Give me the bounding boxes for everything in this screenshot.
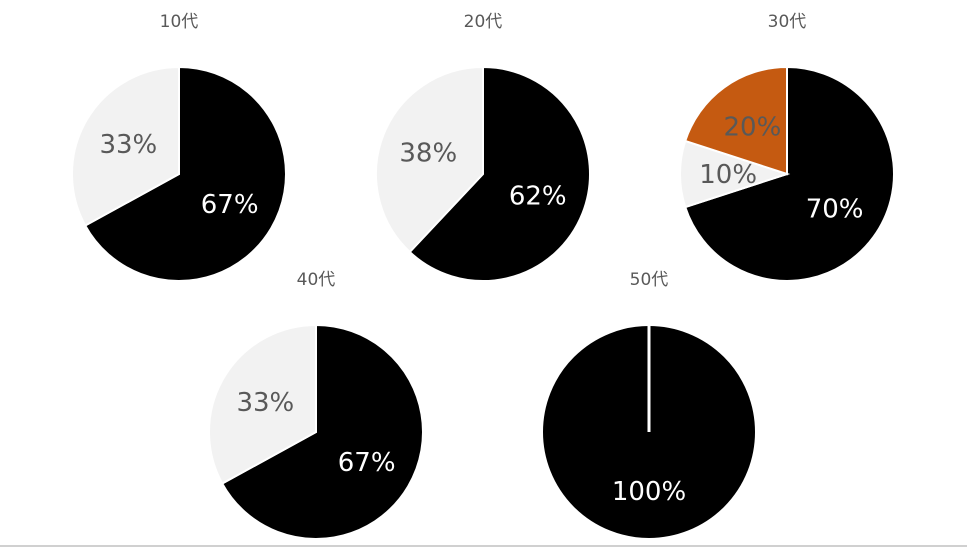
chart-title-1: 10代	[160, 12, 199, 32]
pie-3-label-1: 70%	[806, 195, 864, 225]
chart-title-2: 20代	[464, 12, 503, 32]
pie-chart-4: 40代 67% 33%	[208, 270, 424, 540]
pie-4-slice-2	[208, 323, 317, 485]
pie-1-slice-1	[83, 65, 287, 282]
pie-4-label-1: 67%	[338, 448, 396, 478]
pie-3-label-2: 10%	[699, 160, 757, 190]
pie-1-label-2: 33%	[99, 130, 157, 160]
pie-2-slice-2	[375, 65, 484, 254]
bottom-divider	[0, 545, 967, 547]
pie-chart-3: 30代 70% 10% 20%	[679, 12, 895, 282]
pie-chart-1: 10代 67% 33%	[71, 12, 287, 282]
pie-4-slices: 67% 33%	[208, 323, 424, 540]
chart-title-3: 30代	[768, 12, 807, 32]
chart-title-4: 40代	[297, 270, 336, 290]
pie-1-slice-2	[71, 65, 180, 227]
pie-2-label-1: 62%	[509, 182, 567, 212]
pie-5-slices: 100%	[541, 324, 757, 540]
pie-5-label-1: 100%	[612, 477, 686, 507]
pie-3-slice-3	[683, 65, 788, 176]
pie-3-slices: 70% 10% 20%	[679, 65, 895, 282]
pie-4-slice-1	[220, 323, 424, 540]
pie-1-slices: 67% 33%	[71, 65, 287, 282]
pie-4-label-2: 33%	[236, 388, 294, 418]
pie-2-slice-1	[408, 65, 591, 282]
pie-3-label-3: 20%	[724, 112, 782, 142]
pie-2-label-2: 38%	[399, 138, 457, 168]
pie-chart-2: 20代 62% 38%	[375, 12, 591, 282]
pie-2-slices: 62% 38%	[375, 65, 591, 282]
pie-chart-5: 50代 100%	[541, 270, 757, 540]
pie-1-label-1: 67%	[201, 190, 259, 220]
chart-title-5: 50代	[630, 270, 669, 290]
